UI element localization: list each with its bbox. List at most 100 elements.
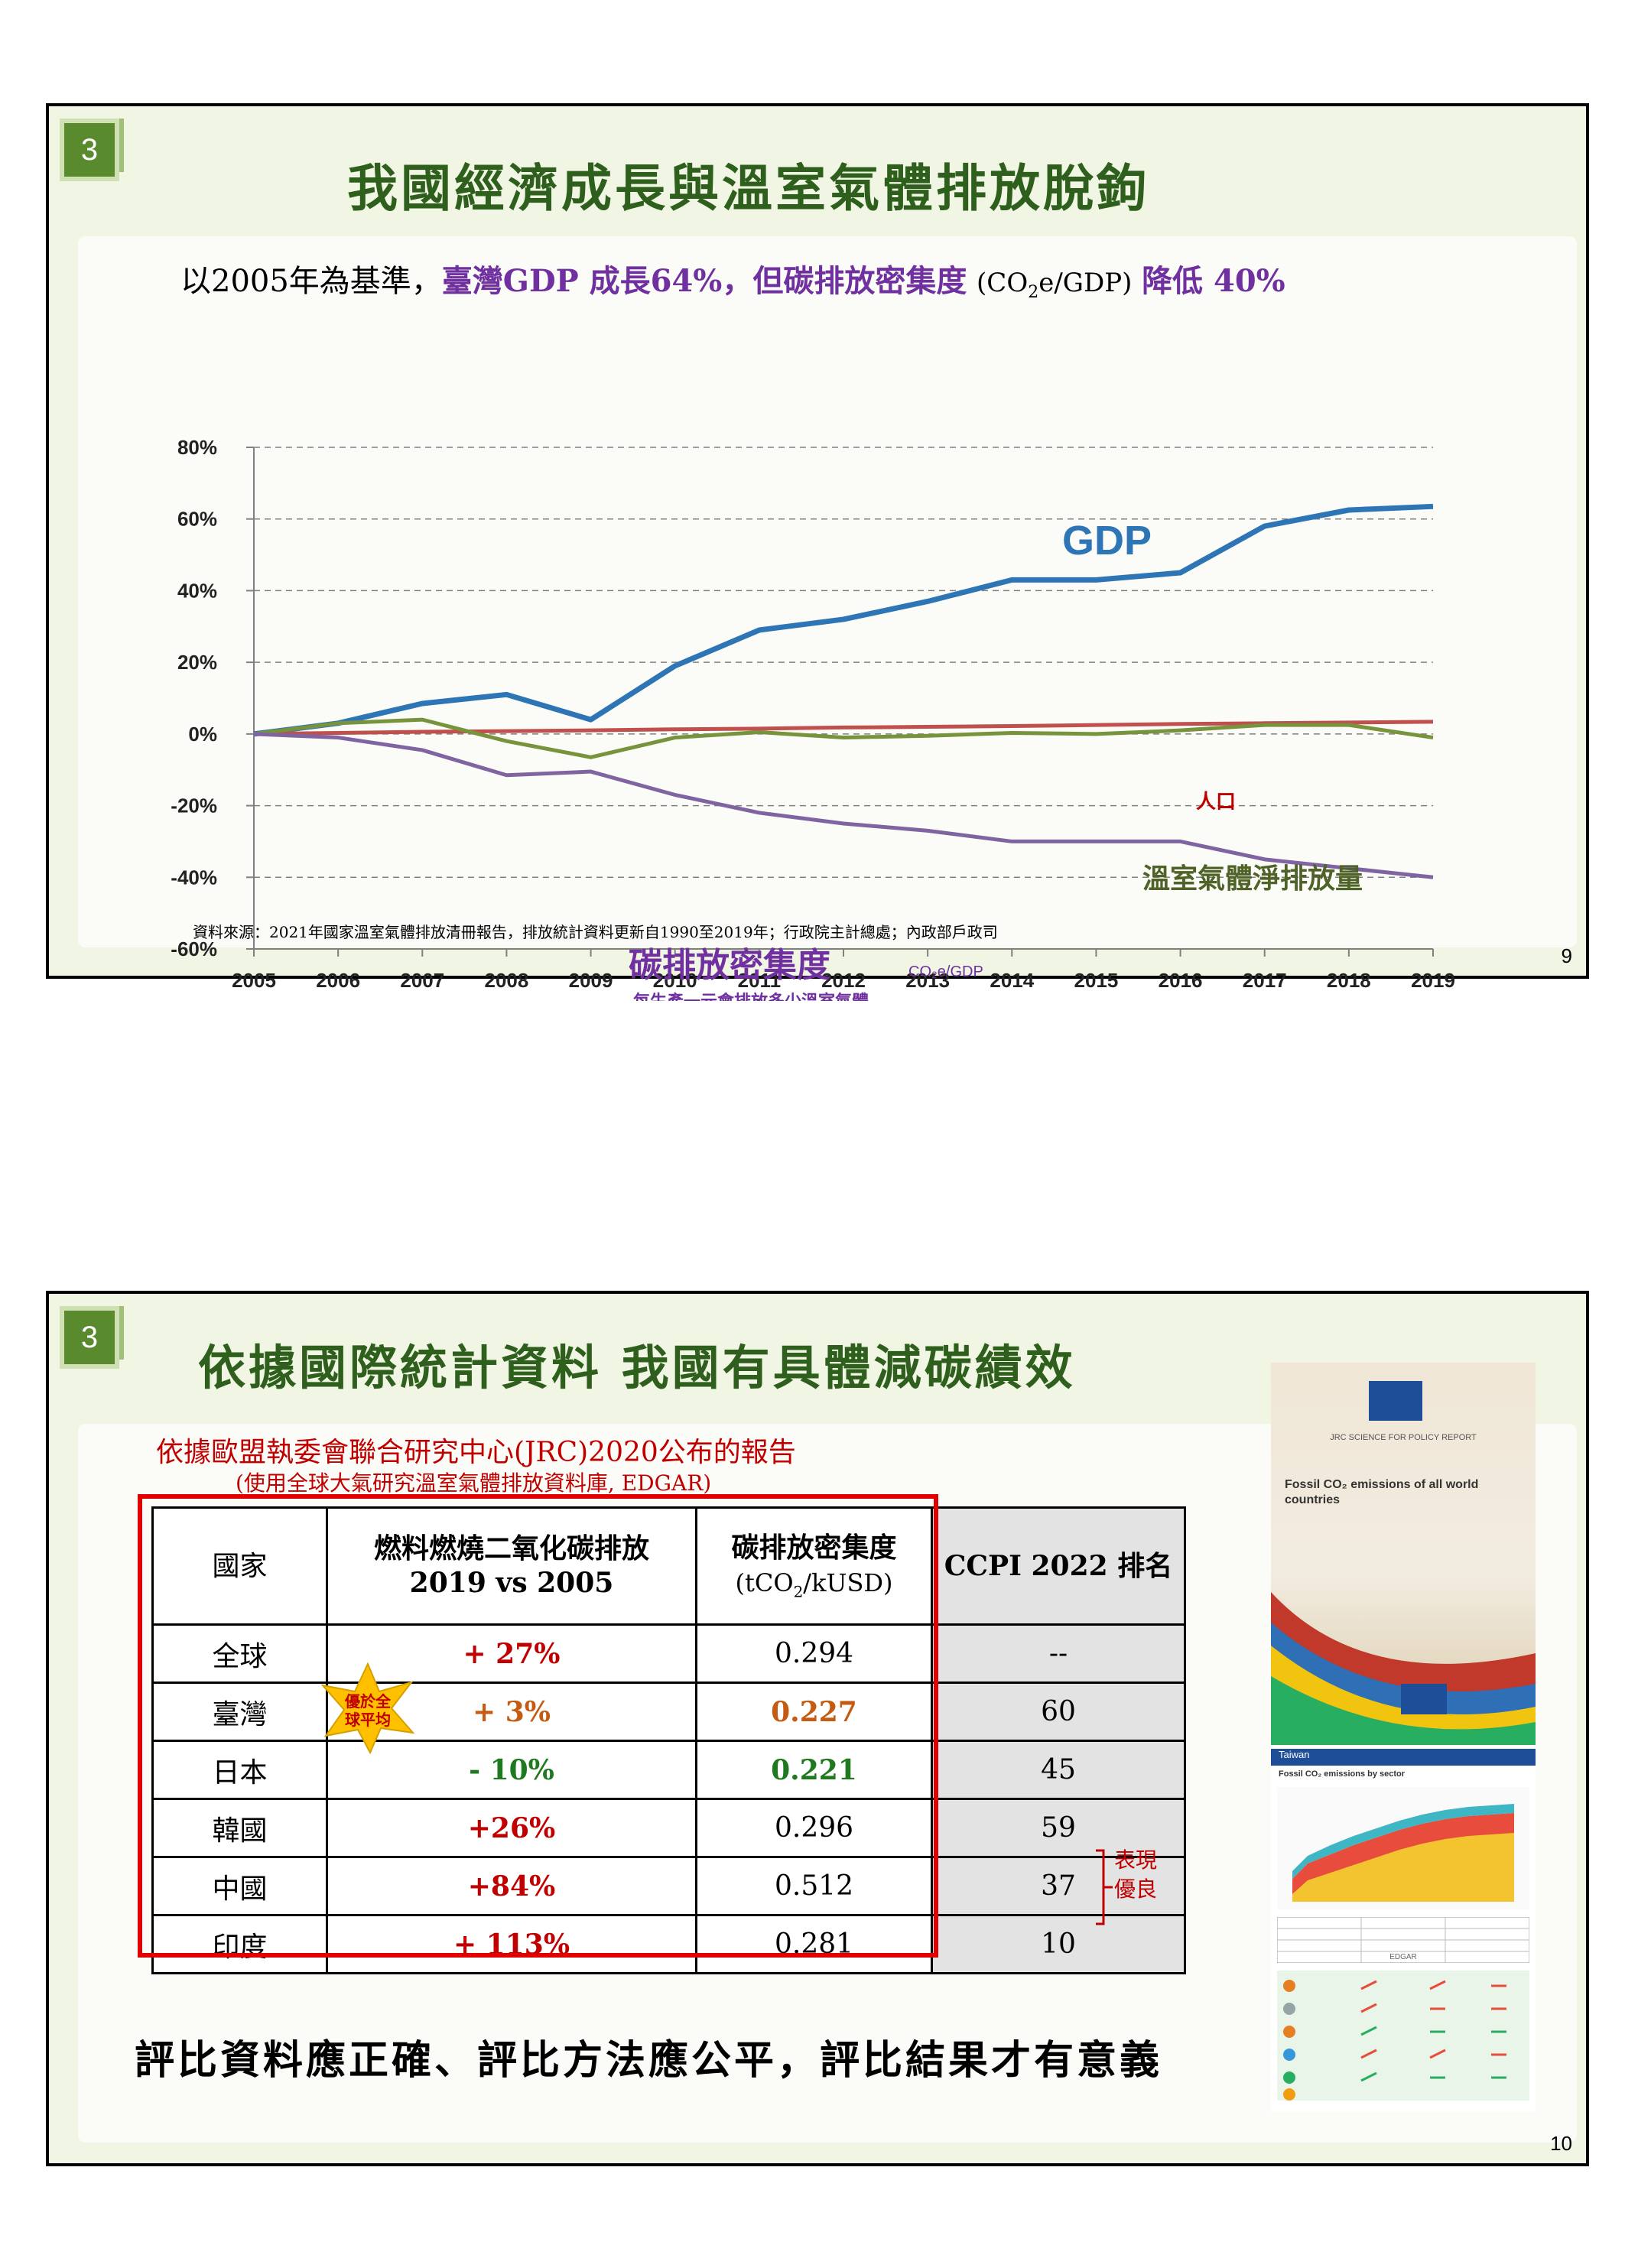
x-tick-label: 2013 [905, 969, 950, 992]
chart-grid [246, 447, 1433, 950]
label-intensity-note: 每生產一元會排放多少溫室氣體 [633, 992, 869, 1001]
label-population: 人口 [1196, 790, 1236, 813]
comparison-table: 國家 燃料燃燒二氧化碳排放 2019 vs 2005 碳排放密集度 (tCO2/… [151, 1506, 1186, 1974]
series-line [253, 717, 1434, 759]
bracket-note: 表現 優良 [1114, 1847, 1158, 1902]
label-gdp: GDP [1062, 518, 1152, 564]
cell-ccpi: 37 [931, 1856, 1186, 1916]
x-tick-label: 2018 [1327, 969, 1371, 992]
cell-intensity: 0.512 [695, 1856, 933, 1916]
label-intensity-unit: CO₂e/GDP [908, 963, 983, 980]
label-ghg: 溫室氣體淨排放量 [1142, 863, 1363, 894]
report-country-bar: Taiwan [1271, 1749, 1536, 1766]
series-line [253, 503, 1434, 737]
header-ccpi: CCPI 2022 排名 [931, 1506, 1186, 1626]
cell-intensity: 0.294 [695, 1623, 933, 1684]
header-emission: 燃料燃燒二氧化碳排放 2019 vs 2005 [326, 1506, 697, 1626]
y-tick-label: 80% [177, 436, 217, 459]
label-intensity: 碳排放密集度 [629, 947, 830, 984]
cell-intensity: 0.221 [695, 1740, 933, 1800]
flag-ribbon-image [1271, 1592, 1536, 1745]
header-country: 國家 [151, 1506, 328, 1626]
series-line [253, 732, 1434, 879]
cell-ccpi: 59 [931, 1798, 1186, 1858]
table-row: 韓國 +26% 0.296 59 [151, 1798, 1186, 1858]
table-header-row: 國家 燃料燃燒二氧化碳排放 2019 vs 2005 碳排放密集度 (tCO2/… [151, 1506, 1186, 1626]
slide-title: 依據國際統計資料 我國有具體減碳績效 [198, 1340, 1076, 1396]
x-tick-label: 2009 [569, 969, 613, 992]
cell-intensity: 0.296 [695, 1798, 933, 1858]
report-chart-title: Fossil CO₂ emissions by sector [1279, 1769, 1406, 1779]
y-tick-label: -20% [171, 794, 217, 817]
cell-ccpi: -- [931, 1623, 1186, 1684]
star-label-line1: 優於全 [344, 1692, 392, 1711]
x-tick-label: 2007 [400, 969, 444, 992]
series-line [253, 720, 1434, 736]
x-tick-label: 2010 [653, 969, 697, 992]
cell-ccpi: 10 [931, 1914, 1186, 1974]
table-row: 全球 + 27% 0.294 -- [151, 1623, 1186, 1684]
x-tick-label: 2019 [1411, 969, 1455, 992]
report-sector-summary [1277, 1971, 1529, 2101]
table-row: 印度 + 113% 0.281 10 [151, 1914, 1186, 1974]
conclusion-text: 評比資料應正確、評比方法應公平，評比結果才有意義 [135, 2037, 1163, 2084]
subtitle-prefix: 以2005年為基準， [180, 264, 442, 299]
report-note-sub: (使用全球大氣研究溫室氣體排放資料庫, EDGAR) [236, 1470, 712, 1496]
section-badge: 3 [60, 1306, 124, 1369]
section-badge: 3 [60, 119, 124, 181]
cell-ccpi: 60 [931, 1682, 1186, 1742]
report-cover: JRC SCIENCE FOR POLICY REPORT Fossil CO₂… [1271, 1363, 1536, 1745]
subtitle-tail: 降低 40% [1142, 263, 1285, 299]
header-intensity: 碳排放密集度 (tCO2/kUSD) [695, 1506, 933, 1626]
table-row: 日本 - 10% 0.221 45 [151, 1740, 1186, 1800]
sector-arrows [1283, 1980, 1506, 2101]
eu-logo [1369, 1381, 1422, 1421]
report-edgar-logo: EDGAR [1389, 1953, 1417, 1961]
star-badge: 優於全 球平均 [320, 1662, 415, 1754]
x-tick-label: 2016 [1159, 969, 1203, 992]
cell-country: 韓國 [151, 1798, 328, 1858]
report-note: 依據歐盟執委會聯合研究中心(JRC)2020公布的報告 [156, 1437, 796, 1468]
cell-country: 臺灣 [151, 1682, 328, 1742]
report-summary-table [1277, 1917, 1529, 1963]
page-number: 9 [1561, 944, 1572, 967]
cell-emission: - 10% [326, 1740, 697, 1800]
cell-country: 印度 [151, 1914, 328, 1974]
cell-intensity: 0.227 [695, 1682, 933, 1742]
y-tick-label: 20% [177, 651, 217, 674]
y-tick-label: -40% [171, 866, 217, 889]
y-tick-label: 40% [177, 579, 217, 602]
chart-axes [253, 447, 1434, 957]
cell-emission: + 3% [326, 1682, 697, 1742]
cell-country: 日本 [151, 1740, 328, 1800]
x-tick-label: 2006 [316, 969, 360, 992]
y-tick-label: 0% [188, 723, 217, 746]
x-tick-label: 2017 [1243, 969, 1287, 992]
y-tick-label: -60% [171, 937, 217, 960]
cell-country: 全球 [151, 1623, 328, 1684]
x-tick-label: 2014 [990, 969, 1034, 992]
bracket [1096, 1849, 1113, 1925]
x-tick-label: 2008 [485, 969, 529, 992]
cell-ccpi: 45 [931, 1740, 1186, 1800]
line-chart: 80%60%40%20%0%-20%-40%-60% 2005 2006 2007 2… [171, 436, 1455, 1001]
page-number: 10 [1550, 2132, 1572, 2155]
slide-9: 3 我國經濟成長與溫室氣體排放脫鉤 以2005年為基準，臺灣GDP 成長64%，… [46, 103, 1589, 1001]
cell-emission: +26% [326, 1798, 697, 1858]
chart-panel [78, 236, 1577, 947]
data-source: 資料來源：2021年國家溫室氣體排放清冊報告，排放統計資料更新自1990至201… [193, 923, 998, 941]
x-tick-label: 2015 [1074, 969, 1119, 992]
chart-subtitle: 以2005年為基準，臺灣GDP 成長64%，但碳排放密集度 (CO2e/GDP)… [180, 256, 1285, 302]
y-tick-label: 60% [177, 508, 217, 531]
cell-emission: +84% [326, 1856, 697, 1916]
chart-series [253, 503, 1434, 879]
cell-country: 中國 [151, 1856, 328, 1916]
table-row: 中國 +84% 0.512 37 [151, 1856, 1186, 1916]
report-thumbnail: JRC SCIENCE FOR POLICY REPORT Fossil CO₂… [1271, 1363, 1536, 2112]
x-tick-label: 2012 [821, 969, 866, 992]
star-label-line2: 球平均 [345, 1711, 391, 1729]
slide-title: 我國經濟成長與溫室氣體排放脫鉤 [347, 158, 1150, 218]
x-tick-label: 2011 [738, 969, 781, 992]
x-tick-labels: 2005 2006 2007 2008 2009 2010 2011 2012 2013 2014… [232, 969, 1455, 992]
slide-10: 3 依據國際統計資料 我國有具體減碳績效 依據歐盟執委會聯合研究中心(JRC)2… [46, 1291, 1589, 2166]
